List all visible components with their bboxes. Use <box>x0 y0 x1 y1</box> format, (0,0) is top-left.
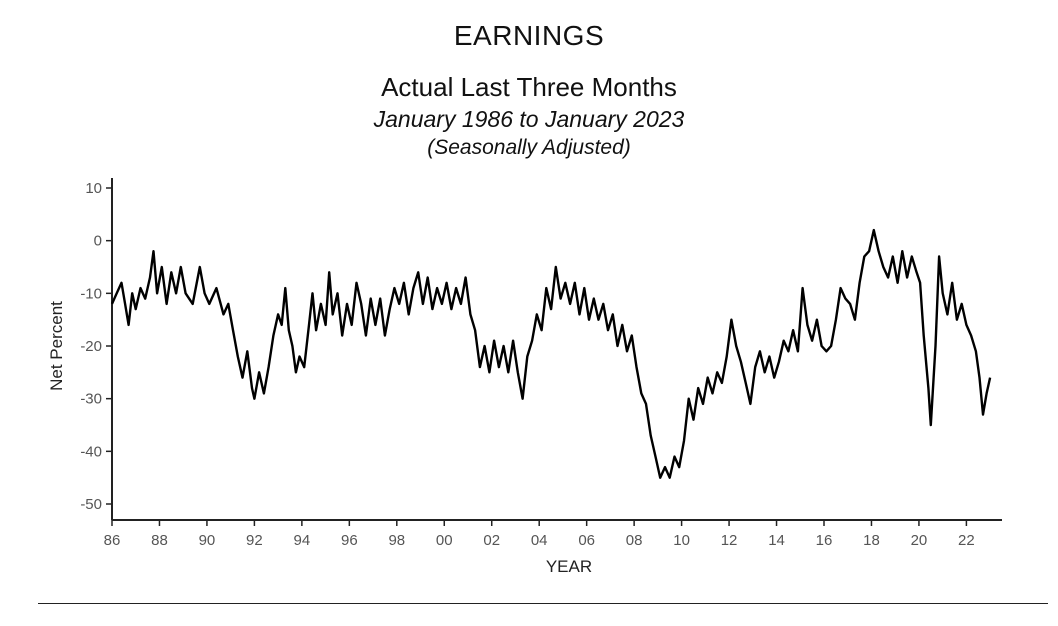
y-tick-label: -50 <box>80 496 102 513</box>
y-tick-label: 10 <box>85 180 102 197</box>
x-tick-label: 94 <box>294 532 311 549</box>
y-tick-label: -40 <box>80 443 102 460</box>
y-axis-ticks: 10 0 -10 -20 -30 -40 -50 <box>80 180 112 513</box>
series-line <box>110 228 992 479</box>
y-tick-label: -30 <box>80 391 102 408</box>
x-tick-label: 00 <box>436 532 453 549</box>
x-tick-label: 12 <box>721 532 738 549</box>
seasonal-note: (Seasonally Adjusted) <box>427 136 631 159</box>
x-tick-label: 96 <box>341 532 358 549</box>
x-tick-label: 02 <box>483 532 500 549</box>
x-tick-label: 08 <box>626 532 643 549</box>
axes <box>111 178 1002 521</box>
x-axis-ticks: 86 88 90 92 94 96 98 00 02 04 06 08 10 12 14 16 18 20 22 <box>104 520 975 549</box>
x-tick-label: 16 <box>816 532 833 549</box>
x-tick-label: 98 <box>388 532 405 549</box>
bottom-divider <box>38 603 1048 604</box>
chart-subtitle: Actual Last Three Months <box>381 72 677 102</box>
x-tick-label: 88 <box>151 532 168 549</box>
series-group <box>110 228 992 479</box>
date-range-label: January 1986 to January 2023 <box>373 106 685 132</box>
x-tick-label: 06 <box>578 532 595 549</box>
chart-title: EARNINGS <box>453 20 605 51</box>
x-tick-label: 14 <box>768 532 785 549</box>
x-tick-label: 92 <box>246 532 263 549</box>
x-axis-title: YEAR <box>546 557 592 576</box>
x-tick-label: 86 <box>104 532 121 549</box>
x-tick-label: 18 <box>863 532 880 549</box>
x-tick-label: 10 <box>673 532 690 549</box>
x-tick-label: 04 <box>531 532 548 549</box>
y-tick-label: -10 <box>80 285 102 302</box>
x-tick-label: 90 <box>199 532 216 549</box>
y-tick-label: 0 <box>94 233 102 250</box>
x-tick-label: 20 <box>911 532 928 549</box>
y-tick-label: -20 <box>80 338 102 355</box>
y-axis-title: Net Percent <box>47 301 66 391</box>
x-tick-label: 22 <box>958 532 975 549</box>
